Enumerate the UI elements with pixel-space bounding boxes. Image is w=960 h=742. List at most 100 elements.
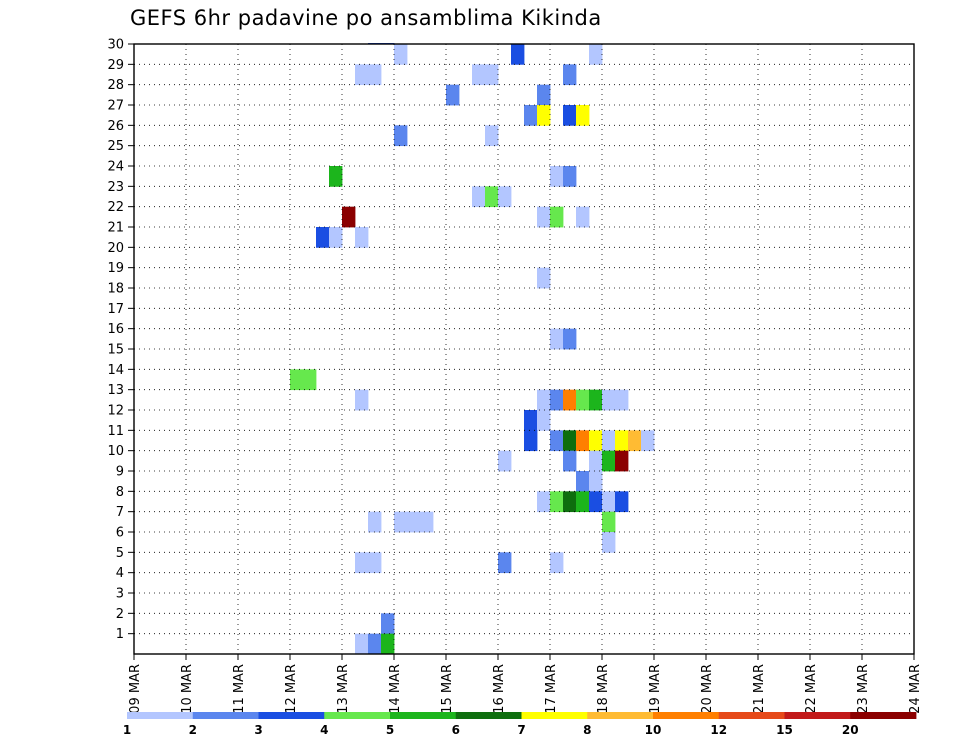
precip-cell — [589, 389, 603, 411]
precip-cell — [589, 450, 603, 472]
precip-cell — [563, 64, 577, 86]
y-tick-label: 25 — [107, 139, 124, 154]
y-tick-label: 15 — [107, 343, 124, 358]
y-tick-label: 14 — [107, 363, 124, 378]
precip-cell — [355, 227, 369, 248]
legend-label: 8 — [583, 723, 591, 737]
precip-cell — [615, 389, 629, 411]
precip-cell — [602, 450, 616, 472]
x-tick-label: 12 MAR — [284, 664, 299, 714]
legend-swatch — [258, 712, 325, 719]
precip-cell — [524, 105, 538, 126]
precip-cell — [381, 613, 395, 635]
precip-cell — [394, 125, 408, 147]
precip-cell — [368, 64, 382, 86]
y-tick-label: 7 — [116, 505, 124, 520]
precip-cell — [472, 64, 486, 86]
precip-cell — [420, 511, 434, 533]
precip-cell — [355, 552, 369, 574]
legend-label: 7 — [517, 723, 525, 737]
precip-cell — [342, 206, 356, 228]
precip-cell — [355, 389, 369, 411]
legend-swatch — [850, 712, 917, 719]
y-tick-label: 16 — [107, 322, 124, 337]
x-tick-label: 09 MAR — [128, 664, 143, 714]
precip-cell — [498, 186, 512, 208]
precip-cell — [589, 471, 603, 492]
legend-label: 10 — [645, 723, 662, 737]
y-tick-label: 26 — [107, 119, 124, 134]
legend-swatch — [653, 712, 720, 719]
precip-cell — [576, 491, 590, 513]
precip-cell — [537, 105, 551, 126]
y-tick-label: 24 — [107, 160, 124, 175]
x-tick-label: 14 MAR — [388, 664, 403, 714]
y-tick-label: 3 — [116, 587, 124, 602]
x-tick-label: 22 MAR — [804, 664, 819, 714]
y-tick-label: 2 — [116, 607, 124, 622]
precip-cell — [498, 552, 512, 574]
y-tick-label: 21 — [107, 221, 124, 236]
legend-swatch — [521, 712, 588, 719]
precip-cell — [537, 267, 551, 289]
precip-cell — [615, 450, 629, 472]
x-tick-label: 10 MAR — [180, 664, 195, 714]
precip-cell — [550, 491, 564, 513]
precip-cell — [576, 471, 590, 492]
precip-cell — [602, 511, 616, 533]
x-tick-label: 24 MAR — [908, 664, 923, 714]
precip-cell — [576, 430, 590, 452]
precip-cell — [563, 105, 577, 126]
precip-cell — [368, 633, 382, 655]
legend-label: 4 — [320, 723, 328, 737]
precip-cell — [615, 491, 629, 513]
precip-cell — [329, 227, 343, 248]
precip-cell — [303, 369, 317, 391]
precip-cell — [576, 105, 590, 126]
legend-label: 12 — [710, 723, 727, 737]
precip-cell — [615, 430, 629, 452]
x-tick-label: 20 MAR — [700, 664, 715, 714]
precip-cell — [329, 166, 343, 187]
precip-cell — [563, 166, 577, 187]
precip-cell — [563, 450, 577, 472]
y-tick-label: 10 — [107, 444, 124, 459]
y-tick-label: 22 — [107, 200, 124, 215]
precip-cell — [537, 491, 551, 513]
y-tick-label: 30 — [107, 38, 124, 53]
legend-label: 3 — [254, 723, 262, 737]
precip-cell — [628, 430, 642, 452]
precip-cell — [407, 511, 421, 533]
legend-label: 5 — [386, 723, 394, 737]
precip-cell — [576, 206, 590, 228]
y-tick-label: 6 — [116, 526, 124, 541]
precip-cell — [290, 369, 304, 391]
legend-label: 2 — [189, 723, 197, 737]
precip-cell — [550, 552, 564, 574]
legend-swatch — [718, 712, 785, 719]
precip-cell — [550, 430, 564, 452]
y-tick-label: 12 — [107, 404, 124, 419]
y-tick-label: 1 — [116, 627, 124, 642]
precip-cell — [524, 410, 538, 431]
precip-cell — [563, 328, 577, 350]
y-tick-label: 27 — [107, 99, 124, 114]
precip-cell — [355, 64, 369, 86]
y-tick-label: 29 — [107, 58, 124, 73]
x-tick-label: 11 MAR — [232, 664, 247, 714]
precip-cell — [355, 633, 369, 655]
y-tick-label: 5 — [116, 546, 124, 561]
precip-cell — [563, 430, 577, 452]
precip-cell — [368, 552, 382, 574]
x-tick-label: 18 MAR — [596, 664, 611, 714]
x-tick-label: 16 MAR — [492, 664, 507, 714]
y-tick-label: 20 — [107, 241, 124, 256]
y-tick-label: 17 — [107, 302, 124, 317]
legend-label: 6 — [452, 723, 460, 737]
precip-cell — [537, 389, 551, 411]
legend-swatch — [455, 712, 522, 719]
precip-cell — [641, 430, 655, 452]
precip-cell — [589, 44, 603, 65]
y-tick-label: 13 — [107, 383, 124, 398]
